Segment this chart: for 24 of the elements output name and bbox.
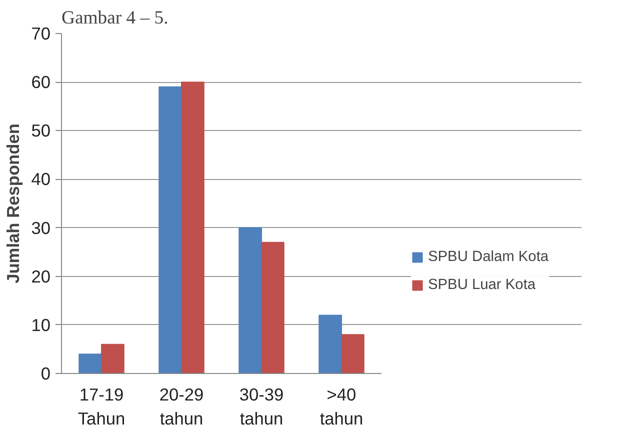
text: Gambar 4 – 5. (62, 8, 168, 28)
bar (238, 227, 262, 374)
x-tick-label: 30-39 tahun (239, 384, 284, 428)
bar (181, 82, 204, 374)
y-axis-title: Jumlah Responden (3, 124, 24, 284)
y-tick-label: 0 (40, 364, 51, 384)
y-tick-label: 60 (31, 72, 51, 92)
x-tick-label: 20-29 tahun (159, 384, 204, 428)
y-tick-label: 10 (31, 314, 51, 335)
y-tick-label: 70 (31, 24, 51, 44)
y-tick-label: 40 (31, 169, 51, 190)
legend-label: SPBU Luar Kota (428, 277, 536, 293)
bar (318, 314, 342, 374)
y-tick-label: 20 (31, 266, 51, 286)
bar (261, 242, 284, 374)
bar (158, 86, 182, 374)
x-tick-label: 17-19 Tahun (78, 384, 126, 428)
bar (341, 334, 364, 374)
legend-label: SPBU Dalam Kota (428, 249, 549, 265)
y-tick-label: 50 (31, 120, 51, 141)
x-tick-label: >40 tahun (320, 384, 364, 428)
y-tick-label: 30 (31, 218, 51, 238)
bar (101, 344, 124, 374)
bar (78, 354, 102, 374)
